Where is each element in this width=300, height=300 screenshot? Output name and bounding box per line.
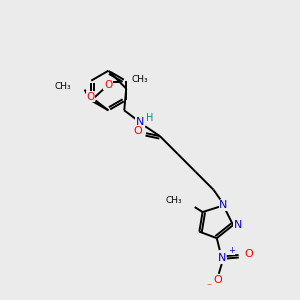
- Text: H: H: [146, 113, 154, 123]
- Text: +: +: [228, 246, 235, 255]
- Text: N: N: [218, 253, 226, 263]
- Text: O: O: [104, 80, 112, 90]
- Text: O: O: [213, 275, 222, 285]
- Text: N: N: [219, 200, 227, 211]
- Text: O: O: [244, 249, 253, 259]
- Text: N: N: [234, 220, 242, 230]
- Text: ⁻: ⁻: [206, 283, 211, 293]
- Text: O: O: [86, 92, 95, 101]
- Text: CH₃: CH₃: [132, 75, 148, 84]
- Text: CH₃: CH₃: [165, 196, 182, 205]
- Text: O: O: [134, 126, 142, 136]
- Text: CH₃: CH₃: [54, 82, 71, 91]
- Text: N: N: [136, 117, 144, 127]
